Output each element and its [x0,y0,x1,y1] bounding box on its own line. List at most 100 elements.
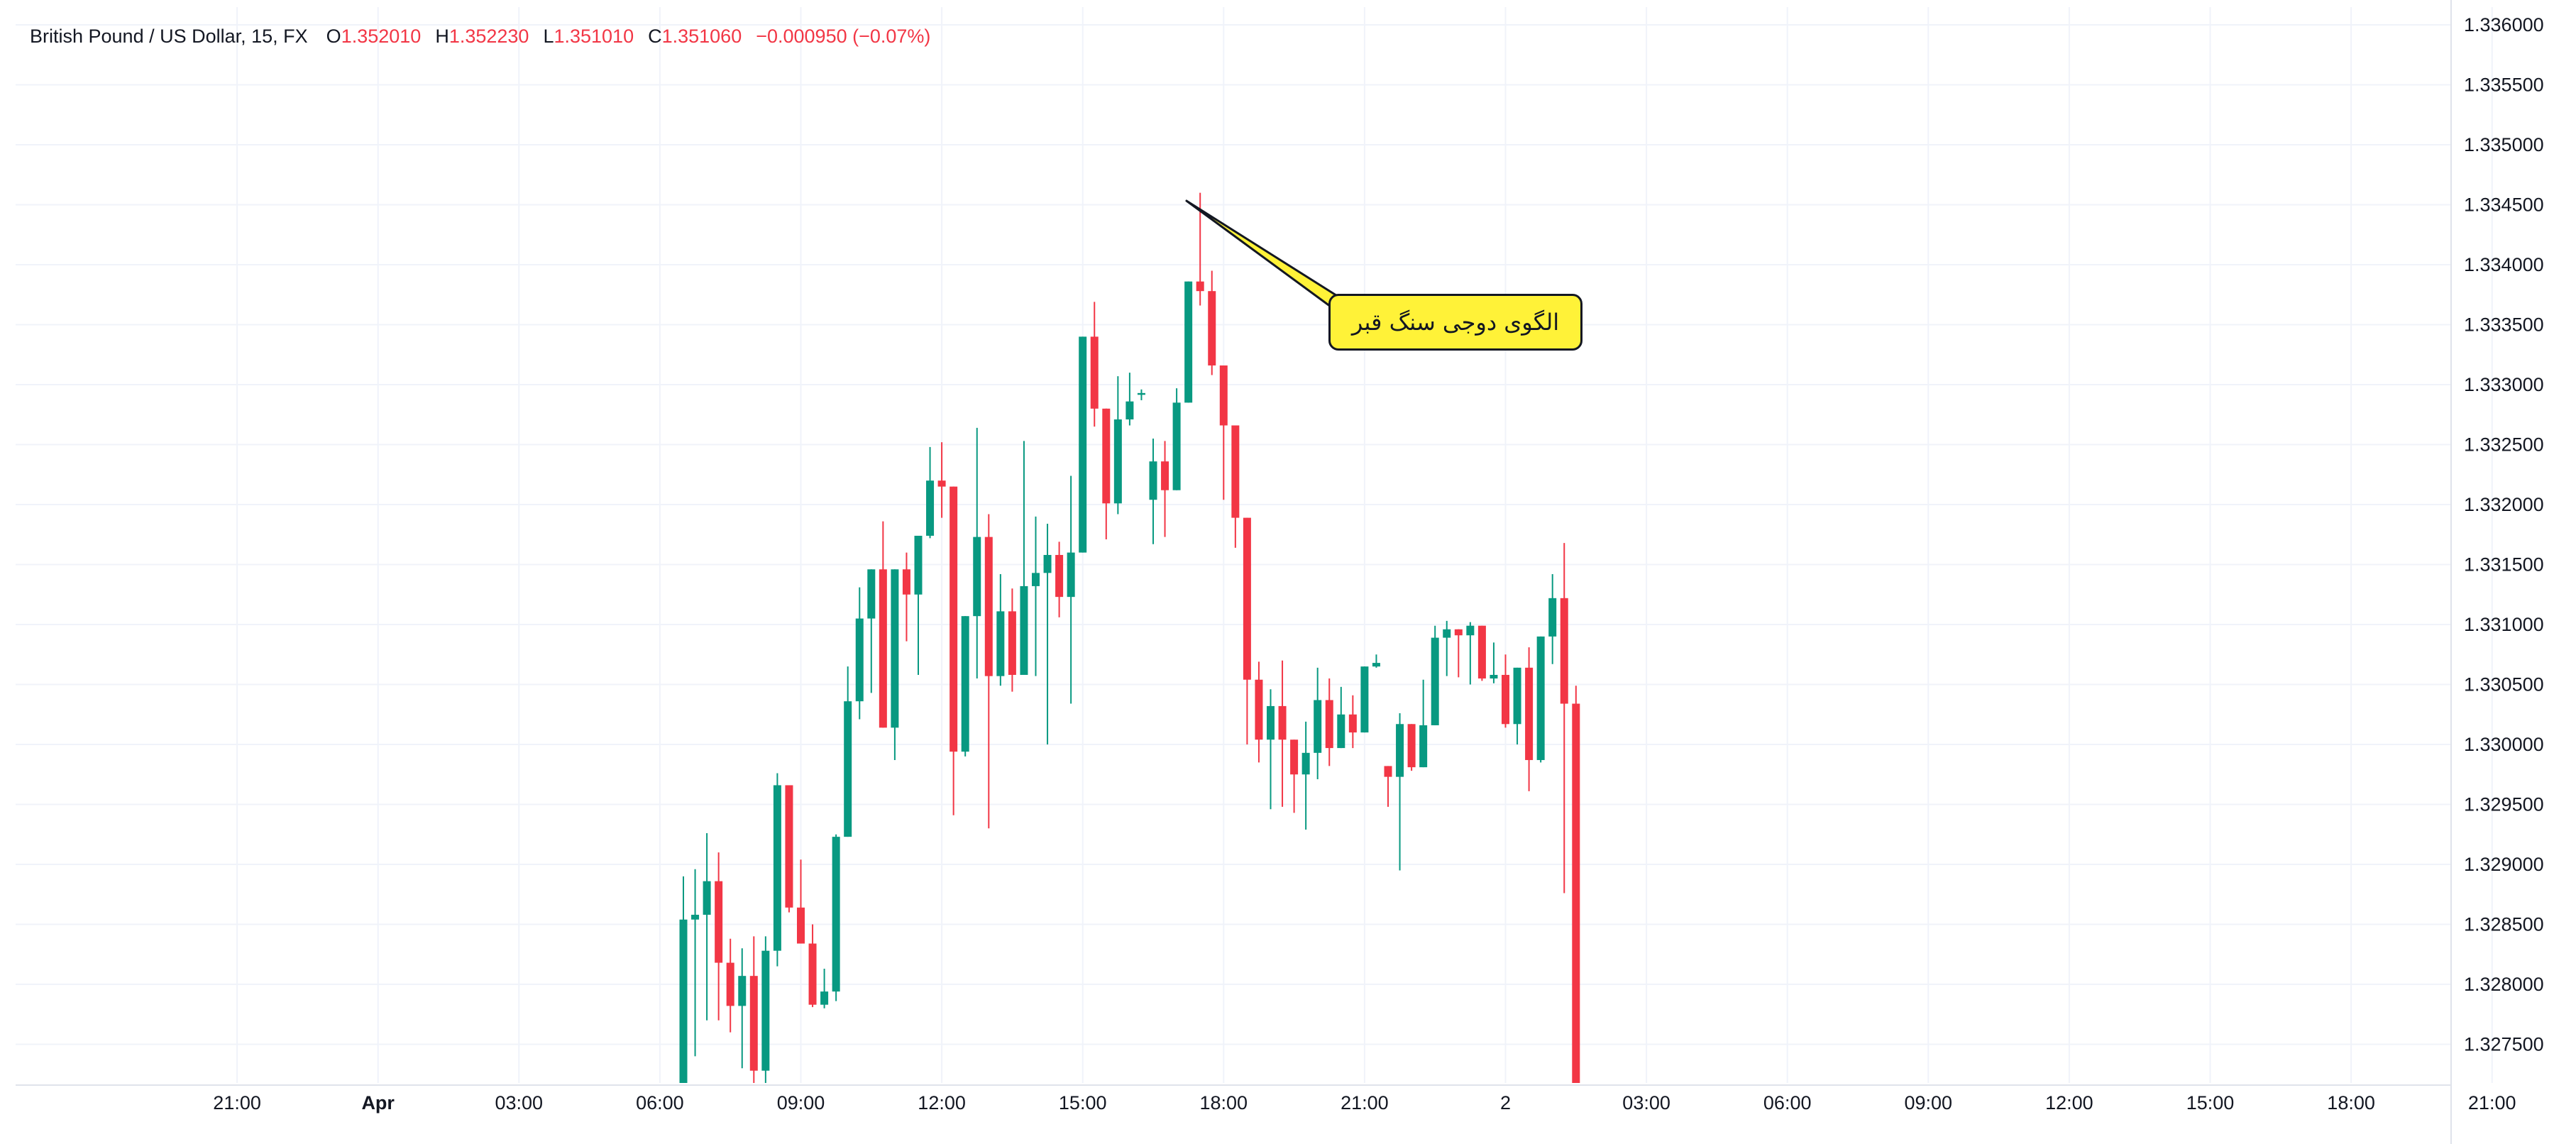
open-label: O [326,26,341,47]
time-tick-label: 09:00 [1905,1092,1953,1113]
candle [1231,425,1240,548]
candle [973,427,981,679]
candle [761,936,770,1083]
candle-body [738,976,747,1006]
candle [832,834,840,1001]
candle [1020,441,1028,675]
candle [703,833,711,1021]
candle-body [703,881,711,915]
candle [879,521,887,728]
candle-body [832,837,840,992]
candle [1113,376,1122,515]
candle-body [1407,724,1416,768]
candle-body [726,962,734,1006]
candle [1290,739,1299,813]
candle [902,552,910,642]
candle-body [1172,402,1181,490]
candle [1419,679,1428,768]
candle [1536,636,1545,763]
candle [1572,686,1580,1083]
chart-grid [16,7,2493,1083]
candle-body [785,785,793,908]
candle-body [984,537,993,676]
candle-body [1419,725,1428,768]
annotation-callout[interactable]: الگوی دوجی سنگ قبر [1328,294,1583,351]
price-tick-label: 1.334500 [2464,194,2544,216]
time-tick-label: 03:00 [1622,1092,1670,1113]
time-tick-label: 12:00 [2045,1092,2093,1113]
price-axis[interactable]: 1.336000 1.335500 1.335000 1.334500 1.334000… [2464,14,2544,1055]
symbol-title[interactable]: British Pound / US Dollar, 15, FX [30,26,308,47]
time-tick-label: 2 [1500,1092,1511,1113]
price-tick-label: 1.327500 [2464,1034,2544,1055]
candles [679,192,1580,1083]
candle [926,446,935,539]
candle [1090,302,1099,427]
time-axis[interactable]: 21:00 Apr 03:00 06:00 09:00 12:00 15:00 18:00 21… [213,1092,2516,1113]
candle [679,876,688,1083]
candle-body [797,907,805,944]
candle-body [1255,679,1263,740]
candle-body [950,486,958,752]
candle-body [773,785,781,951]
candle-body [679,919,688,1083]
candle [1125,373,1134,426]
candle-body [808,943,817,1005]
price-tick-label: 1.328000 [2464,974,2544,995]
candle [726,938,734,1033]
candle-body [1090,336,1099,409]
candle-body [1161,461,1169,490]
candle-body [1431,637,1439,725]
candle [1043,524,1052,744]
price-tick-label: 1.331000 [2464,614,2544,635]
price-tick-label: 1.335000 [2464,134,2544,155]
price-tick-label: 1.333000 [2464,374,2544,395]
candle [1184,281,1193,403]
price-tick-label: 1.332000 [2464,494,2544,515]
candle-body [961,616,969,752]
candle-body [715,881,723,963]
candle-body [1008,611,1016,675]
candle-body [1502,674,1509,725]
candle [1301,721,1310,830]
candle-body [1125,401,1134,420]
time-tick-label: 03:00 [495,1092,544,1113]
candle-body [749,976,758,1071]
candle-body [1290,739,1299,775]
candle [1325,678,1333,766]
low-label: L [543,26,554,47]
low-value: 1.351010 [554,26,634,47]
candle-body [1325,700,1333,749]
candle [950,486,958,815]
candle-body [1043,554,1052,573]
candle [1337,686,1345,749]
candle-body [1548,598,1557,637]
candle-body [973,537,981,617]
time-tick-label: 21:00 [2468,1092,2516,1113]
candle-body [1454,629,1463,636]
open-value: 1.352010 [341,26,422,47]
candle [1548,574,1557,664]
candle [738,948,747,1069]
candle [891,569,899,760]
candle-body [1149,461,1157,500]
candle-body [1208,291,1216,365]
candle [773,773,781,967]
candle-body [1396,724,1404,777]
candle-body [1301,752,1310,775]
candle-body [1466,625,1475,636]
candle-body [1113,419,1122,504]
annotation-text: الگوی دوجی سنگ قبر [1351,309,1560,336]
candle [1055,541,1064,617]
time-tick-label: 06:00 [636,1092,684,1113]
candle-body [1490,674,1498,679]
candle [867,569,876,693]
candle [914,535,923,675]
candle-body [1278,705,1287,740]
time-tick-label: 06:00 [1763,1092,1812,1113]
time-tick-label: 09:00 [777,1092,825,1113]
candle [715,852,723,1021]
candle-body [1314,700,1322,753]
candle [808,924,817,1008]
